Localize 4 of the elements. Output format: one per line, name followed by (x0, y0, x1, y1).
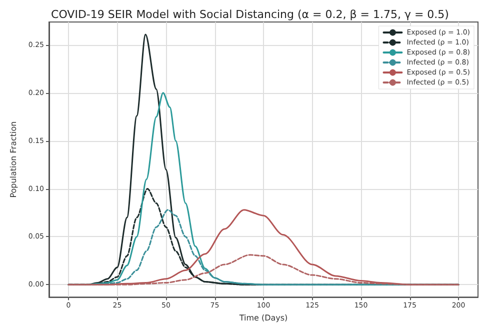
line-series (68, 254, 460, 286)
y-axis-title: Population Fraction (9, 121, 18, 198)
x-axis-title: Time (Days) (238, 314, 288, 322)
chart-title: COVID-19 SEIR Model with Social Distancing (α = 0.2, β = 1.75, γ = 0.5) (51, 8, 449, 21)
